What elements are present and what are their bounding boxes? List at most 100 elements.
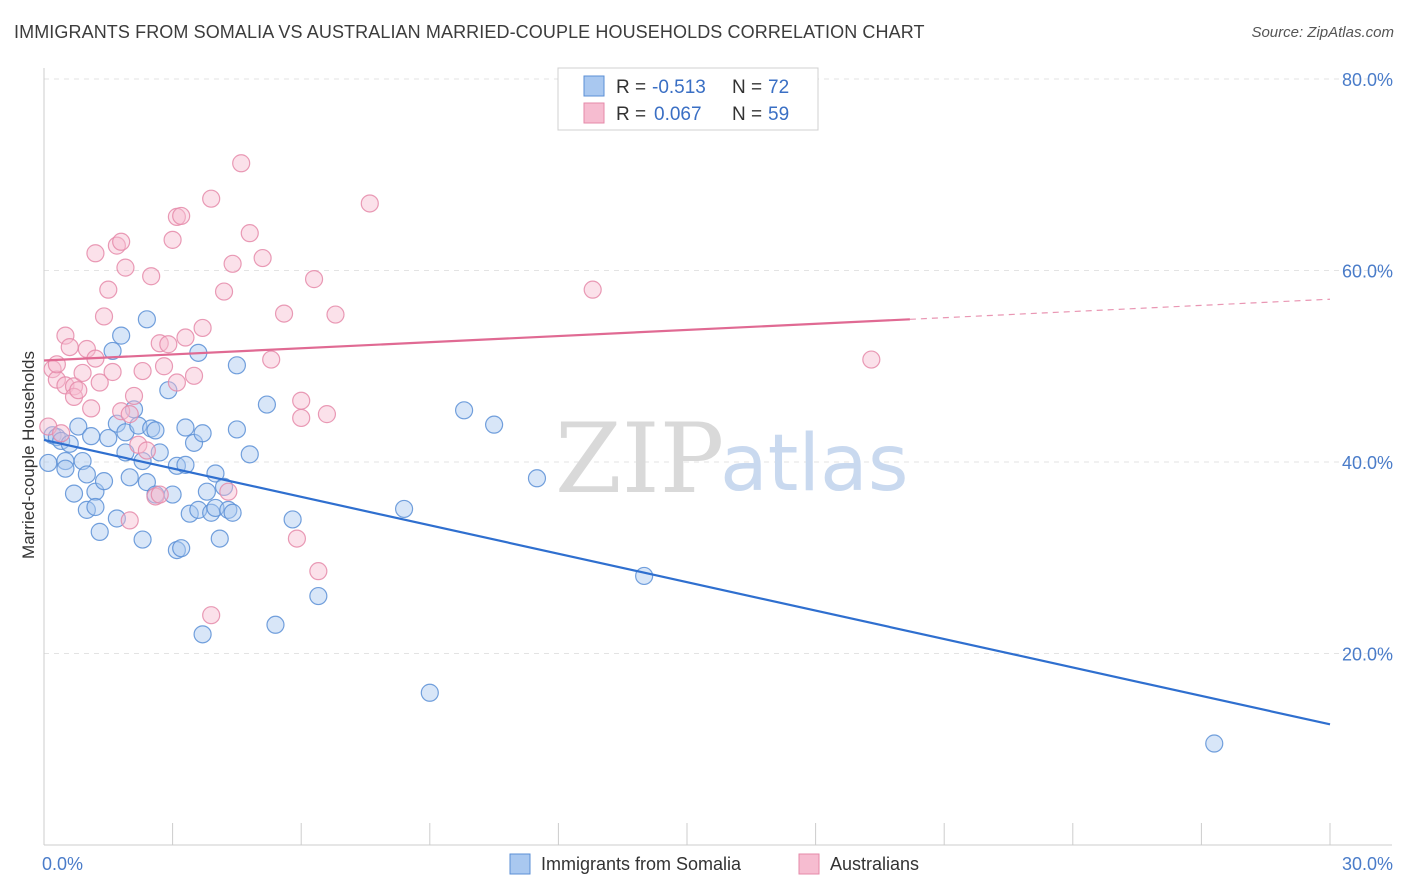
australians-point [120,511,139,530]
australians-point [47,355,66,374]
somalia-point [180,504,199,523]
legend-r-value: 0.067 [654,104,702,125]
y-tick-label: 80.0% [1342,70,1393,90]
somalia-point [527,469,547,488]
somalia-point [309,586,328,606]
australians-point [133,361,152,381]
australians-point [317,405,337,424]
somalia-point [56,459,75,478]
somalia-point [420,683,439,702]
somalia-point [86,497,105,517]
series-somalia-points [39,310,1224,753]
australians-point [137,441,156,460]
australians-point [86,244,105,263]
australians-point [232,154,251,173]
australians-point [262,350,281,369]
somalia-point [1205,734,1224,753]
somalia-point [103,341,122,361]
watermark-zip: ZIP [555,403,724,515]
legend-n-label: N = [732,77,762,98]
y-tick-label: 60.0% [1342,262,1393,282]
somalia-point [176,455,195,474]
somalia-point [210,529,229,548]
source-label: Source: ZipAtlas.com [1251,24,1394,41]
australians-point [304,270,324,289]
australians-point [583,280,602,299]
somalia-point [223,503,242,522]
australians-point [73,363,92,383]
y-tick-labels: 20.0% 40.0% 60.0% 80.0% [1342,70,1393,665]
legend-n-value: 72 [768,77,789,98]
y-tick-label: 20.0% [1342,645,1393,665]
somalia-point [193,424,212,443]
somalia-point [90,522,109,541]
australians-point [167,373,186,392]
australians-point [82,399,101,418]
somalia-point [146,421,165,440]
series-australians-points [39,154,881,625]
somalia-point [394,499,414,519]
legend-r-label: R = [616,104,646,125]
legend-swatch-australians [798,853,820,875]
somalia-point [227,420,246,439]
somalia-point [283,510,302,529]
somalia-point [39,453,58,473]
somalia-point [193,625,212,644]
somalia-point [77,465,96,484]
australians-point [184,366,204,385]
trend-line-somalia [43,438,1331,726]
legend-r-value: -0.513 [652,77,706,98]
australians-point [223,254,242,273]
legend-n-label: N = [732,104,762,125]
x-tick-label: 0.0% [42,854,83,874]
australians-point [214,282,234,301]
australians-point [142,267,161,286]
australians-point [154,357,174,376]
watermark-atlas: atlas [720,419,909,509]
australians-point [163,230,182,249]
australians-point [99,280,118,299]
somalia-point [635,566,654,586]
australians-point [287,529,307,548]
somalia-point [485,415,504,434]
australians-point [159,335,178,354]
australians-point [176,328,195,347]
australians-point [69,381,88,400]
somalia-point [133,530,152,549]
australians-point [219,482,238,501]
grid-lines [44,78,1392,654]
australians-point [150,485,169,504]
australians-point [309,562,328,581]
somalia-point [137,473,156,492]
trend-lines [43,298,1331,726]
somalia-point [197,482,216,501]
australians-point [360,194,379,213]
australians-point [90,373,109,392]
somalia-point [120,468,139,487]
australians-point [193,318,212,338]
australians-point [862,350,881,369]
legend-swatch-pink [583,102,605,124]
legend-swatch-somalia [509,853,531,875]
somalia-point [257,395,277,414]
y-axis-label: Married-couple Households [19,351,38,559]
australians-point [94,307,114,326]
somalia-point [73,451,92,471]
somalia-point [240,445,259,464]
somalia-point [137,310,156,329]
australians-point [292,391,311,410]
somalia-point [266,615,285,634]
axes [43,68,1392,846]
australians-point [292,408,311,428]
australians-point [60,338,79,357]
legend-label-australians: Australians [830,854,919,874]
australians-point [103,362,122,382]
legend-n-value: 59 [768,104,789,125]
somalia-point [99,428,118,448]
somalia-point [227,356,246,375]
australians-point [202,189,221,208]
australians-point [112,232,131,251]
somalia-point [112,326,131,345]
australians-point [253,248,272,268]
